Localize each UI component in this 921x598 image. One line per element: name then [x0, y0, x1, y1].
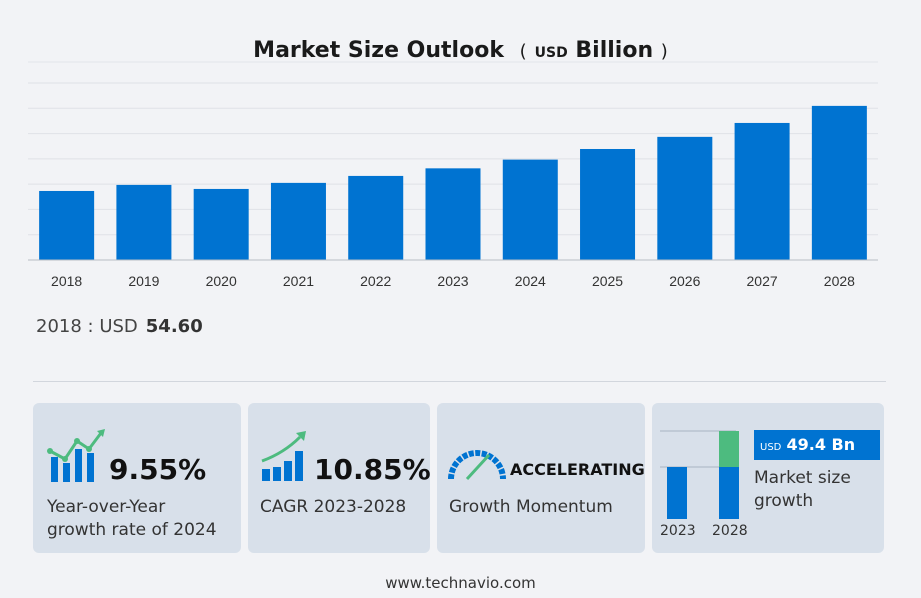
- x-tick-label: 2023: [437, 273, 468, 289]
- speedometer-icon: [448, 450, 506, 481]
- bar-2028: [811, 105, 867, 260]
- bar-2027: [734, 122, 790, 260]
- mini-growth-chart: [660, 430, 739, 519]
- yoy-label-2: growth rate of 2024: [47, 520, 217, 540]
- bar-2020: [193, 188, 249, 260]
- x-tick-label: 2018: [51, 273, 82, 289]
- bar-trend-icon: [47, 429, 105, 482]
- yoy-label: Year-over-Year growth rate of 2024: [47, 496, 217, 542]
- bar-chart: 2018 2019 2020 2021 2022 2023 2024 2025 2026 2027…: [28, 61, 878, 289]
- growth-label-1: Market size: [754, 468, 851, 488]
- x-tick-label: 2022: [360, 273, 391, 289]
- x-tick-label: 2020: [206, 273, 237, 289]
- growth-badge: USD 49.4 Bn: [754, 430, 880, 460]
- bar-2021: [270, 182, 326, 260]
- x-tick-label: 2026: [669, 273, 700, 289]
- paren-close: ): [660, 41, 668, 62]
- bar-2023: [425, 168, 481, 260]
- title-text: Market Size Outlook: [253, 38, 504, 63]
- x-tick-label: 2028: [824, 273, 855, 289]
- summary-value: 54.60: [145, 316, 203, 337]
- card-yoy: 9.55% Year-over-Year growth rate of 2024: [33, 403, 241, 553]
- summary: 2018 : USD 54.60: [36, 316, 203, 337]
- chart-title: Market Size Outlook ( USD Billion ): [0, 38, 921, 63]
- bar-2025: [580, 148, 636, 260]
- x-tick-label: 2024: [515, 273, 546, 289]
- x-tick-label: 2025: [592, 273, 623, 289]
- bar-2019: [116, 184, 172, 260]
- title-unit: USD: [534, 45, 568, 61]
- growth-label: Market size growth: [754, 467, 851, 513]
- summary-label: 2018 : USD: [36, 316, 138, 337]
- cagr-value: 10.85%: [314, 453, 431, 486]
- x-tick-label: 2021: [283, 273, 314, 289]
- yoy-label-1: Year-over-Year: [47, 497, 166, 517]
- growth-year-1: 2023: [660, 523, 696, 539]
- divider: [33, 381, 886, 382]
- x-tick-label: 2027: [747, 273, 778, 289]
- growth-label-2: growth: [754, 491, 814, 511]
- x-tick-label: 2019: [128, 273, 159, 289]
- yoy-value: 9.55%: [109, 453, 207, 486]
- momentum-value: ACCELERATING: [510, 460, 645, 479]
- card-cagr: 10.85% CAGR 2023-2028: [248, 403, 431, 553]
- bar-2024: [502, 159, 558, 260]
- cagr-label: CAGR 2023-2028: [260, 497, 407, 517]
- growth-arrow-icon: [261, 431, 306, 481]
- card-growth: 2023 2028 USD 49.4 Bn Market size growth: [652, 403, 884, 553]
- paren-open: (: [519, 41, 527, 62]
- card-momentum: ACCELERATING Growth Momentum: [437, 403, 645, 553]
- momentum-label: Growth Momentum: [449, 497, 613, 517]
- bar-2022: [348, 175, 404, 260]
- bar-2018: [39, 190, 95, 260]
- growth-year-2: 2028: [712, 523, 748, 539]
- bar-2026: [657, 136, 713, 260]
- title-billion: Billion: [575, 38, 654, 63]
- growth-value: 49.4 Bn: [786, 435, 856, 454]
- growth-unit: USD: [760, 442, 782, 453]
- footer-url: www.technavio.com: [385, 574, 536, 592]
